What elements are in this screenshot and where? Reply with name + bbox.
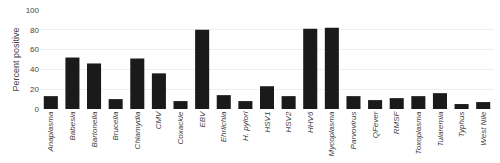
svg-text:Brucella: Brucella — [111, 111, 120, 140]
svg-text:EBV: EBV — [198, 111, 207, 128]
svg-text:Percent positive: Percent positive — [11, 27, 21, 91]
svg-text:HHV6: HHV6 — [306, 111, 315, 133]
svg-text:Toxoplasma: Toxoplasma — [414, 111, 423, 154]
svg-text:Coxackie: Coxackie — [176, 111, 185, 144]
svg-text:Anaplasma: Anaplasma — [46, 111, 55, 153]
svg-text:Mycoplasma: Mycoplasma — [327, 111, 336, 156]
svg-text:RMSF: RMSF — [392, 110, 401, 134]
svg-text:HSV1: HSV1 — [263, 112, 272, 133]
svg-text:100: 100 — [26, 6, 40, 15]
svg-text:0: 0 — [35, 105, 40, 114]
svg-text:Bartonella: Bartonella — [90, 111, 99, 148]
svg-text:Babesia: Babesia — [68, 111, 77, 140]
svg-text:Parvovirus: Parvovirus — [349, 112, 358, 150]
svg-text:40: 40 — [30, 65, 39, 74]
svg-text:20: 20 — [30, 85, 39, 94]
svg-text:Ehrlichia: Ehrlichia — [219, 111, 228, 142]
svg-text:West Nile: West Nile — [479, 111, 488, 146]
svg-text:Chlamydia: Chlamydia — [133, 111, 142, 149]
svg-text:H. pylori: H. pylori — [241, 111, 250, 141]
svg-text:QFever: QFever — [371, 111, 380, 138]
svg-text:Typhus: Typhus — [457, 112, 466, 138]
svg-text:HSV2: HSV2 — [284, 111, 293, 132]
svg-text:Tularemia: Tularemia — [436, 111, 445, 147]
svg-text:CMV: CMV — [155, 111, 164, 129]
svg-text:80: 80 — [30, 26, 39, 35]
svg-text:60: 60 — [30, 45, 39, 54]
